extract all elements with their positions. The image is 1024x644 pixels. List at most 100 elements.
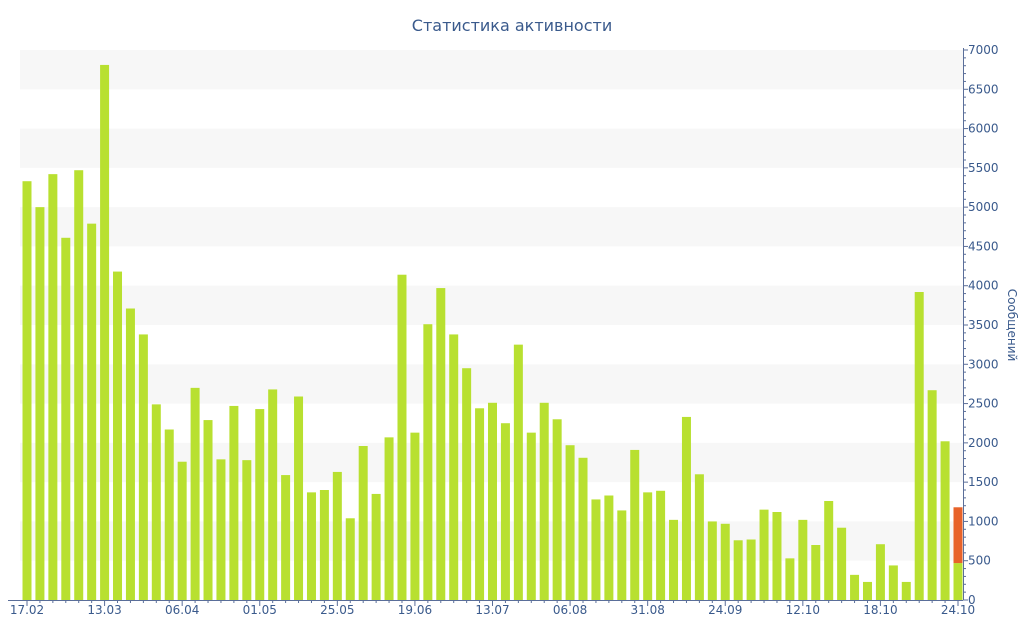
bar	[281, 475, 291, 600]
chart-title: Статистика активности	[412, 16, 612, 35]
bar	[449, 334, 459, 600]
bar	[345, 518, 355, 600]
bar	[397, 274, 407, 600]
x-tick-label: 19.06	[398, 603, 432, 617]
y-tick-label: 1500	[968, 475, 999, 489]
bar	[500, 423, 510, 600]
bar	[294, 396, 304, 600]
bar	[87, 223, 97, 600]
y-tick-label: 0	[968, 593, 976, 607]
y-tick-label: 500	[968, 554, 991, 568]
x-tick-label: 06.08	[553, 603, 587, 617]
bar	[151, 404, 161, 600]
bar	[888, 565, 898, 600]
bar	[914, 292, 924, 600]
y-tick-label: 4000	[968, 279, 999, 293]
x-tick-label: 24.09	[708, 603, 742, 617]
bar	[552, 419, 562, 600]
bar	[229, 405, 239, 600]
bar	[35, 207, 45, 600]
bar	[61, 237, 71, 601]
bar	[48, 174, 58, 600]
y-tick-label: 4500	[968, 239, 999, 253]
bar	[630, 449, 640, 600]
bar	[125, 308, 135, 600]
bar	[681, 416, 691, 600]
bar	[410, 432, 420, 600]
bar	[591, 499, 601, 600]
y-tick-label: 7000	[968, 43, 999, 57]
bar	[643, 492, 653, 600]
bar	[759, 509, 769, 600]
bar	[862, 581, 872, 600]
y-axis-label: Сообщений	[1005, 289, 1019, 362]
bar	[694, 474, 704, 600]
bar-highlight	[953, 507, 963, 564]
bar	[772, 512, 782, 600]
x-tick-label: 01.05	[243, 603, 277, 617]
x-tick-label: 24.10	[941, 603, 975, 617]
bar	[707, 521, 717, 600]
bar	[901, 581, 911, 600]
y-tick-label: 6500	[968, 82, 999, 96]
y-tick-label: 3500	[968, 318, 999, 332]
grid-band	[20, 364, 963, 404]
bar	[746, 539, 756, 600]
bar	[164, 429, 174, 600]
y-tick-label: 2500	[968, 397, 999, 411]
bar	[319, 490, 329, 600]
bar	[733, 540, 743, 600]
grid-band	[20, 128, 963, 168]
bar	[837, 527, 847, 600]
y-tick-label: 6000	[968, 122, 999, 136]
x-tick-label: 06.04	[165, 603, 199, 617]
y-tick-label: 1000	[968, 514, 999, 528]
bar	[74, 170, 84, 600]
x-tick-label: 12.10	[786, 603, 820, 617]
bar	[177, 461, 187, 600]
bar	[565, 445, 575, 600]
bar	[785, 558, 795, 600]
bar	[940, 441, 950, 600]
bar	[798, 519, 808, 600]
bar	[423, 324, 433, 600]
axes: 0 500 1000 1500 2000 2500 3000 3500 4000 4500 5000…	[8, 43, 999, 617]
bar	[371, 493, 381, 600]
bar	[358, 446, 368, 600]
bar	[332, 471, 342, 600]
bar	[475, 408, 485, 600]
bar	[513, 344, 523, 600]
grid-bands	[20, 50, 963, 561]
y-tick-label: 5000	[968, 200, 999, 214]
bar	[669, 519, 679, 600]
bar	[526, 432, 536, 600]
bar	[656, 490, 666, 600]
x-tick-label: 17.02	[10, 603, 44, 617]
bar	[539, 402, 549, 600]
bar	[462, 368, 472, 600]
bar	[255, 409, 265, 600]
bar	[811, 545, 821, 600]
bar	[113, 271, 123, 600]
bar	[216, 459, 226, 600]
x-tick-label: 13.07	[475, 603, 509, 617]
bar	[850, 574, 860, 600]
x-tick-label: 31.08	[630, 603, 664, 617]
bar	[190, 387, 200, 600]
bar	[617, 510, 627, 600]
bar	[927, 390, 937, 600]
grid-band	[20, 50, 963, 90]
x-tick-label: 13.03	[87, 603, 121, 617]
bar	[953, 563, 963, 600]
bar	[720, 523, 730, 600]
grid-band	[20, 285, 963, 325]
y-tick-label: 5500	[968, 161, 999, 175]
bar	[578, 457, 588, 600]
bar	[436, 288, 446, 600]
bar	[306, 492, 316, 600]
bar	[824, 501, 834, 600]
x-tick-label: 18.10	[863, 603, 897, 617]
bar	[138, 334, 148, 600]
bar	[22, 181, 32, 600]
